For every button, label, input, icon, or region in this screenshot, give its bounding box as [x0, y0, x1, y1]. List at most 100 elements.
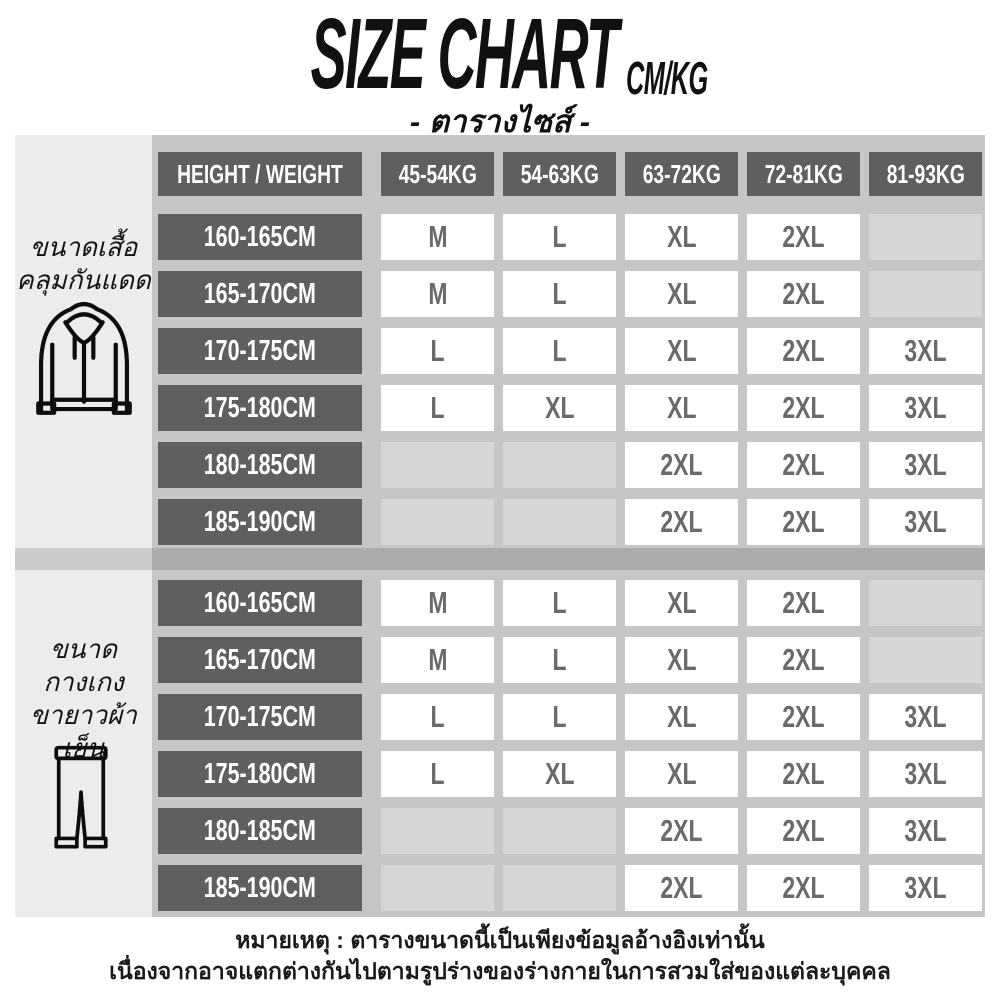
size-cell: 2XL	[625, 808, 738, 854]
size-cell: M	[381, 637, 494, 683]
size-cell: 2XL	[747, 271, 860, 317]
size-cell: 2XL	[747, 694, 860, 740]
size-cell-empty	[381, 442, 494, 488]
height-range-label: 180-185CM	[158, 808, 362, 854]
size-cell: 2XL	[747, 328, 860, 374]
size-cell-empty	[869, 580, 982, 626]
table-row: 160-165CM M L XL 2XL	[158, 580, 985, 626]
size-cell-empty	[503, 865, 616, 911]
table-row: 170-175CM L L XL 2XL 3XL	[158, 328, 985, 374]
size-cell: 3XL	[869, 865, 982, 911]
height-range-label: 165-170CM	[158, 271, 362, 317]
size-cell: 3XL	[869, 808, 982, 854]
size-cell: M	[381, 271, 494, 317]
hoodie-icon	[36, 301, 132, 415]
table-row: 165-170CM M L XL 2XL	[158, 637, 985, 683]
table-row: 170-175CM L L XL 2XL 3XL	[158, 694, 985, 740]
pants-size-rows: 160-165CM M L XL 2XL 165-170CM M L XL 2XL 170-175C…	[158, 580, 985, 922]
size-cell: L	[503, 637, 616, 683]
size-cell: XL	[625, 328, 738, 374]
page-title: SIZE CHART	[310, 0, 619, 110]
header-weight-col: 63-72KG	[625, 152, 738, 196]
size-cell: L	[381, 328, 494, 374]
size-cell: L	[503, 214, 616, 260]
left-label-panel	[15, 135, 152, 917]
size-cell: XL	[503, 751, 616, 797]
size-cell-empty	[869, 637, 982, 683]
table-row: 180-185CM 2XL 2XL 3XL	[158, 808, 985, 854]
title-block: SIZE CHART CM/KG - ตารางไซส์ -	[0, 0, 1000, 139]
section-label-line: กางเกง	[43, 667, 124, 697]
size-cell: L	[503, 271, 616, 317]
height-range-label: 175-180CM	[158, 385, 362, 431]
section-label-line: ขนาดเสื้อ	[29, 232, 138, 262]
size-cell: XL	[625, 385, 738, 431]
height-range-label: 185-190CM	[158, 865, 362, 911]
size-cell: XL	[625, 214, 738, 260]
size-cell: 2XL	[747, 385, 860, 431]
size-cell: M	[381, 214, 494, 260]
size-cell-empty	[381, 808, 494, 854]
size-cell: 3XL	[869, 694, 982, 740]
section-divider	[15, 548, 985, 570]
height-range-label: 175-180CM	[158, 751, 362, 797]
chart-band: ขนาดเสื้อ คลุมกันแดด ขนาด กางเกง ขายาวผ้าเย…	[15, 135, 985, 917]
table-row: 160-165CM M L XL 2XL	[158, 214, 985, 260]
table-row: 175-180CM L XL XL 2XL 3XL	[158, 385, 985, 431]
size-cell: 3XL	[869, 751, 982, 797]
header-weight-col: 45-54KG	[381, 152, 494, 196]
size-cell-empty	[869, 271, 982, 317]
header-weight-col: 81-93KG	[869, 152, 982, 196]
size-cell: 2XL	[747, 637, 860, 683]
size-cell-empty	[381, 499, 494, 545]
size-cell: 2XL	[747, 751, 860, 797]
size-cell: 2XL	[747, 442, 860, 488]
size-cell: 2XL	[747, 499, 860, 545]
section-label-line: คลุมกันแดด	[16, 265, 151, 295]
table-row: 175-180CM L XL XL 2XL 3XL	[158, 751, 985, 797]
size-cell: 3XL	[869, 499, 982, 545]
header-height-weight: HEIGHT / WEIGHT	[158, 152, 362, 196]
title-subtitle-thai: - ตารางไซส์ -	[409, 104, 591, 139]
section-label-pants: ขนาด กางเกง ขายาวผ้าเย็น	[15, 633, 152, 765]
table-header-row: HEIGHT / WEIGHT 45-54KG 54-63KG 63-72KG 72-8…	[158, 152, 982, 196]
size-cell: 3XL	[869, 385, 982, 431]
section-label-line: ขนาด	[49, 634, 118, 664]
table-row: 165-170CM M L XL 2XL	[158, 271, 985, 317]
size-cell: XL	[625, 271, 738, 317]
size-cell: 2XL	[747, 865, 860, 911]
height-range-label: 160-165CM	[158, 580, 362, 626]
size-cell: 2XL	[625, 499, 738, 545]
height-range-label: 170-175CM	[158, 328, 362, 374]
header-weight-col: 72-81KG	[747, 152, 860, 196]
footer-note: หมายเหตุ : ตารางขนาดนี้เป็นเพียงข้อมูลอ้…	[0, 925, 1000, 987]
footer-note-line1: หมายเหตุ : ตารางขนาดนี้เป็นเพียงข้อมูลอ้…	[235, 927, 765, 953]
height-range-label: 160-165CM	[158, 214, 362, 260]
height-range-label: 180-185CM	[158, 442, 362, 488]
size-cell: XL	[625, 580, 738, 626]
size-cell: 2XL	[625, 865, 738, 911]
size-cell: XL	[503, 385, 616, 431]
size-cell-empty	[869, 214, 982, 260]
size-cell: XL	[625, 694, 738, 740]
size-cell: 2XL	[747, 808, 860, 854]
size-cell-empty	[503, 442, 616, 488]
size-cell: M	[381, 580, 494, 626]
size-cell: L	[503, 694, 616, 740]
size-cell: 2XL	[625, 442, 738, 488]
size-cell: 2XL	[747, 580, 860, 626]
size-cell-empty	[503, 499, 616, 545]
size-cell: L	[503, 580, 616, 626]
height-range-label: 165-170CM	[158, 637, 362, 683]
table-row: 185-190CM 2XL 2XL 3XL	[158, 865, 985, 911]
size-cell: L	[503, 328, 616, 374]
size-cell-empty	[503, 808, 616, 854]
size-cell: L	[381, 385, 494, 431]
size-cell: L	[381, 694, 494, 740]
size-cell: 3XL	[869, 328, 982, 374]
section-label-jacket: ขนาดเสื้อ คลุมกันแดด	[15, 231, 152, 297]
size-cell: 3XL	[869, 442, 982, 488]
footer-note-line2: เนื่องจากอาจแตกต่างกันไปตามรูปร่างของร่า…	[109, 958, 891, 984]
height-range-label: 185-190CM	[158, 499, 362, 545]
